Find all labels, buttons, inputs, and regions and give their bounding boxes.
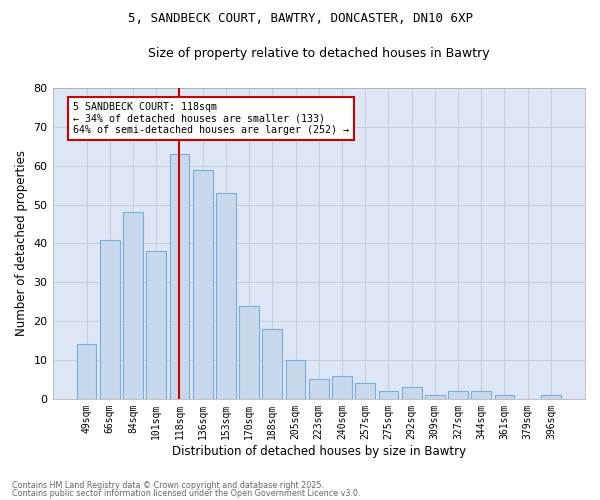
Text: Contains public sector information licensed under the Open Government Licence v3: Contains public sector information licen… <box>12 489 361 498</box>
Bar <box>193 170 212 399</box>
Bar <box>77 344 97 399</box>
Bar <box>402 387 422 399</box>
Text: 5, SANDBECK COURT, BAWTRY, DONCASTER, DN10 6XP: 5, SANDBECK COURT, BAWTRY, DONCASTER, DN… <box>128 12 473 26</box>
X-axis label: Distribution of detached houses by size in Bawtry: Distribution of detached houses by size … <box>172 444 466 458</box>
Bar <box>286 360 305 399</box>
Bar <box>309 380 329 399</box>
Bar <box>332 376 352 399</box>
Bar <box>170 154 190 399</box>
Bar <box>425 395 445 399</box>
Bar <box>100 240 119 399</box>
Bar <box>494 395 514 399</box>
Bar <box>216 193 236 399</box>
Bar <box>379 391 398 399</box>
Y-axis label: Number of detached properties: Number of detached properties <box>15 150 28 336</box>
Text: 5 SANDBECK COURT: 118sqm
← 34% of detached houses are smaller (133)
64% of semi-: 5 SANDBECK COURT: 118sqm ← 34% of detach… <box>73 102 349 135</box>
Bar <box>262 329 282 399</box>
Text: Contains HM Land Registry data © Crown copyright and database right 2025.: Contains HM Land Registry data © Crown c… <box>12 480 324 490</box>
Bar <box>146 251 166 399</box>
Bar <box>239 306 259 399</box>
Bar <box>448 391 468 399</box>
Bar <box>472 391 491 399</box>
Bar <box>123 212 143 399</box>
Title: Size of property relative to detached houses in Bawtry: Size of property relative to detached ho… <box>148 48 490 60</box>
Bar <box>355 384 375 399</box>
Bar <box>541 395 561 399</box>
